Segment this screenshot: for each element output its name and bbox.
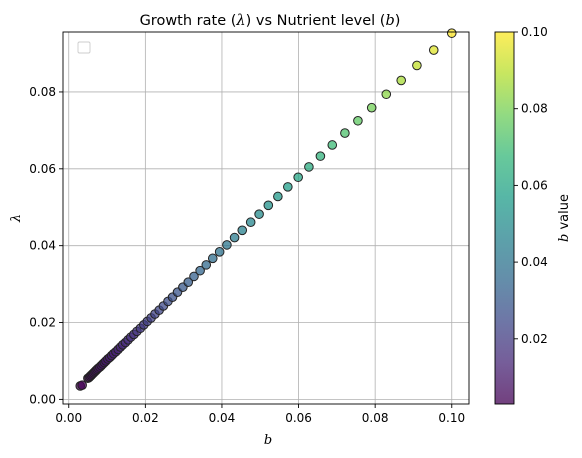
data-point [254, 209, 264, 219]
x-tick-label: 0.02 [132, 411, 159, 425]
data-point [263, 200, 274, 211]
colorbar-ticks: 0.02 0.04 0.06 0.08 0.10 [514, 25, 548, 346]
x-tick-label: 0.10 [438, 411, 465, 425]
legend-box [77, 41, 91, 54]
data-point [214, 247, 225, 257]
colorbar-label: b value [557, 194, 572, 242]
data-point [77, 380, 87, 390]
y-tick-label: 0.00 [29, 392, 56, 406]
x-tick-label: 0.00 [55, 411, 82, 425]
x-tick-label: 0.08 [362, 411, 389, 425]
colorbar-tick-label: 0.08 [521, 102, 548, 116]
y-tick-label: 0.08 [29, 85, 56, 99]
colorbar-tick-label: 0.02 [521, 332, 548, 346]
data-point [327, 140, 338, 150]
data-point [353, 115, 363, 126]
y-axis-label: λ [9, 214, 24, 223]
x-tick-label: 0.06 [285, 411, 312, 425]
grid [63, 32, 469, 404]
plot-frame [62, 31, 470, 405]
data-point [446, 28, 457, 38]
data-point [245, 217, 256, 228]
x-tick-label: 0.04 [209, 411, 236, 425]
y-tick-label: 0.02 [29, 316, 56, 330]
data-point [396, 75, 407, 86]
data-point [207, 253, 218, 264]
data-point [340, 128, 350, 138]
data-point [428, 45, 439, 55]
chart-title: Growth rate (λ) vs Nutrient level (b) [140, 13, 401, 29]
y-tick-label: 0.06 [29, 162, 56, 176]
colorbar-frame [494, 31, 515, 405]
data-point [381, 89, 392, 100]
data-point [283, 182, 293, 192]
colorbar: 0.02 0.04 0.06 0.08 0.10 b value [494, 25, 572, 405]
colorbar-tick-label: 0.10 [521, 25, 548, 39]
colorbar-gradient [495, 32, 514, 404]
x-axis-ticks: 0.00 0.02 0.04 0.06 0.08 0.10 [55, 404, 465, 425]
colorbar-tick-label: 0.04 [521, 255, 548, 269]
data-point [183, 277, 194, 287]
data-point [222, 240, 232, 250]
data-point [273, 191, 283, 202]
data-point [229, 232, 240, 243]
x-axis-label: b [264, 433, 272, 448]
y-tick-label: 0.04 [29, 239, 56, 253]
data-point [293, 172, 303, 183]
data-point [195, 265, 205, 276]
colorbar-tick-label: 0.06 [521, 178, 548, 192]
data-point [304, 162, 314, 172]
data-point [412, 60, 422, 71]
data-points [75, 28, 457, 391]
data-point [315, 151, 326, 161]
y-axis-ticks: 0.00 0.02 0.04 0.06 0.08 [29, 85, 63, 406]
data-point [366, 102, 377, 113]
data-point [237, 225, 248, 236]
data-point [201, 260, 212, 270]
data-point [189, 271, 199, 282]
